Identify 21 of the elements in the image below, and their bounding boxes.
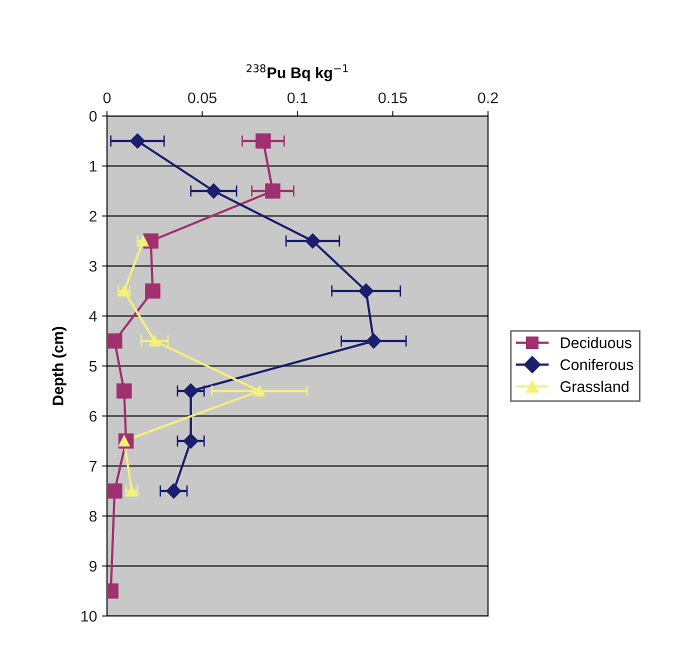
- legend-label: Deciduous: [561, 337, 632, 348]
- y-tick-label: 6: [90, 410, 97, 422]
- y-tick-label: 7: [90, 461, 97, 472]
- x-tick-label: 0.2: [478, 92, 498, 104]
- y-axis-title: Depth (cm): [52, 326, 66, 405]
- y-tick-label: 3: [89, 260, 97, 272]
- y-tick-label: 1: [90, 161, 97, 172]
- legend-label: Grassland: [560, 380, 628, 392]
- legend-label: Coniferous: [560, 358, 634, 370]
- y-tick-label: 0: [89, 110, 97, 122]
- y-tick-label: 9: [90, 560, 97, 572]
- y-tick-label: 4: [89, 311, 97, 322]
- y-tick-label: 8: [89, 510, 97, 522]
- x-tick-label: 0.05: [188, 92, 216, 104]
- y-tick-label: 5: [89, 361, 97, 372]
- x-tick-label: 0.15: [378, 92, 407, 104]
- x-tick-label: 0: [103, 92, 111, 104]
- x-axis-title: $^{238}$Pu Bq kg$^{−1}$: [246, 64, 348, 82]
- y-tick-label: 2: [90, 210, 97, 222]
- x-tick-label: 0.1: [287, 92, 308, 104]
- y-tick-label: 10: [81, 610, 97, 622]
